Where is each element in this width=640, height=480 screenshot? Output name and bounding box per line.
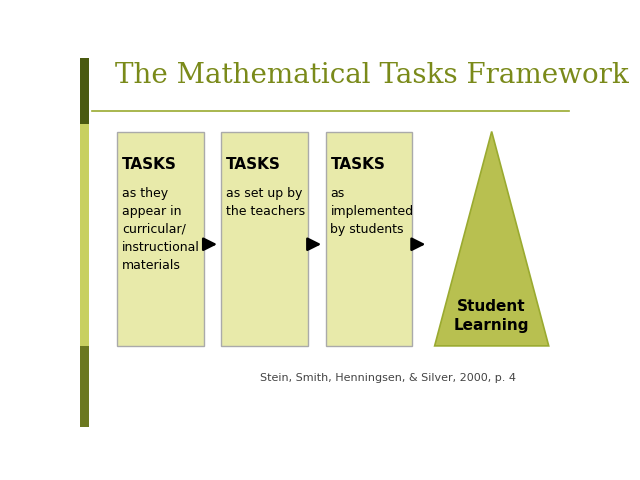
Bar [326,132,412,346]
Text: as set up by
the teachers: as set up by the teachers [227,187,305,218]
Text: as they
appear in
curricular/
instructional
materials: as they appear in curricular/ instructio… [122,187,200,272]
Bar [221,132,308,346]
Text: TASKS: TASKS [227,157,281,172]
Bar [117,132,204,346]
Text: Stein, Smith, Henningsen, & Silver, 2000, p. 4: Stein, Smith, Henningsen, & Silver, 2000… [260,373,516,383]
Text: as
implemented
by students: as implemented by students [330,187,413,236]
Text: The Mathematical Tasks Framework: The Mathematical Tasks Framework [115,62,628,89]
Bar [80,124,89,346]
Polygon shape [435,132,548,346]
Bar [80,346,89,427]
Text: Student
Learning: Student Learning [454,300,529,333]
Text: TASKS: TASKS [122,157,177,172]
Text: TASKS: TASKS [330,157,385,172]
Bar [80,58,89,124]
